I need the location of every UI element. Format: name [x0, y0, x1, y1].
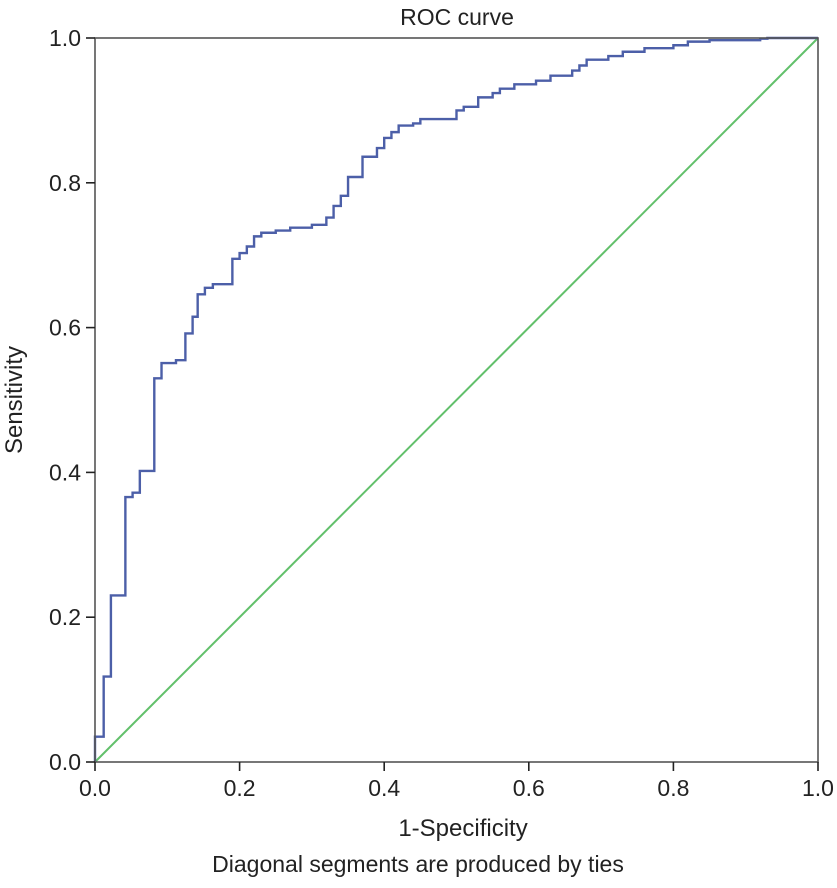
reference-series-line — [94, 37, 819, 763]
roc-series-line — [93, 36, 818, 762]
y-tick-label: 0.4 — [49, 459, 81, 485]
footnote: Diagonal segments are produced by ties — [212, 851, 624, 877]
x-axis: 0.0 0.2 0.4 0.6 0.8 1.0 — [79, 762, 834, 801]
y-axis: 0.0 0.2 0.4 0.6 0.8 1.0 — [49, 25, 95, 775]
x-tick-label: 0.0 — [79, 775, 111, 801]
plot-area — [93, 36, 819, 763]
chart-title: ROC curve — [400, 4, 514, 30]
y-tick-label: 0.6 — [49, 315, 81, 341]
y-tick-label: 0.8 — [49, 170, 81, 196]
y-axis-title: Sensitivity — [1, 346, 28, 454]
x-tick-label: 0.8 — [657, 775, 689, 801]
y-tick-label: 0.0 — [49, 749, 81, 775]
x-axis-title: 1-Specificity — [398, 815, 527, 842]
x-tick-label: 1.0 — [802, 775, 834, 801]
x-tick-label: 0.2 — [224, 775, 256, 801]
x-tick-label: 0.4 — [368, 775, 400, 801]
y-tick-label: 0.2 — [49, 604, 81, 630]
plot-frame — [94, 37, 819, 763]
x-tick-label: 0.6 — [513, 775, 545, 801]
y-tick-label: 1.0 — [49, 25, 81, 51]
